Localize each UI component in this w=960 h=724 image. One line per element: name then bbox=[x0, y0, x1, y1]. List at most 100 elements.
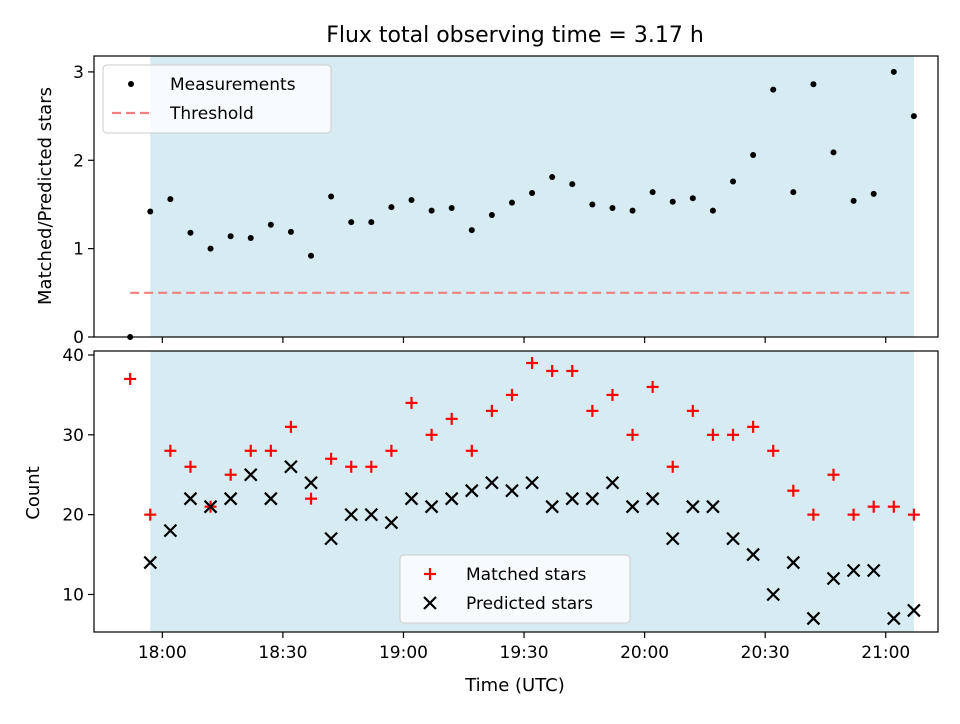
top-y-tick-label: 1 bbox=[73, 240, 84, 260]
predicted-star-point bbox=[665, 531, 680, 546]
matched-star-point bbox=[144, 508, 157, 521]
measurement-point bbox=[147, 208, 154, 215]
predicted-star-point bbox=[746, 547, 760, 562]
predicted-star-point-b bbox=[243, 467, 258, 482]
predicted-star-point-b bbox=[183, 491, 198, 506]
matched-star-point bbox=[787, 484, 800, 497]
matched-star-point bbox=[345, 460, 358, 473]
chart-title: Flux total observing time = 3.17 h bbox=[326, 23, 704, 48]
matched-star-point bbox=[365, 460, 378, 473]
matched-star-point bbox=[244, 444, 257, 457]
matched-star-point bbox=[485, 404, 498, 417]
bottom-legend-box bbox=[399, 554, 631, 624]
predicted-star-point bbox=[404, 491, 419, 506]
measurement-point bbox=[187, 229, 194, 236]
legend-measurements-label: Measurements bbox=[170, 75, 296, 95]
predicted-star-point-b bbox=[223, 491, 238, 506]
predicted-star-point bbox=[786, 555, 801, 570]
predicted-star-point-b bbox=[505, 483, 519, 498]
predicted-star-point bbox=[344, 507, 358, 522]
matched-star-point bbox=[666, 460, 679, 473]
measurement-point bbox=[508, 199, 515, 206]
bottom-y-tick-label: 30 bbox=[62, 426, 84, 446]
predicted-star-point bbox=[645, 491, 660, 506]
measurement-point bbox=[267, 221, 274, 228]
predicted-star-point-b bbox=[565, 491, 580, 506]
predicted-star-point bbox=[183, 491, 198, 506]
measurement-point bbox=[750, 151, 757, 158]
predicted-star-point-b bbox=[826, 571, 841, 586]
bottom-axes-frame bbox=[93, 350, 939, 633]
predicted-star-point-b bbox=[465, 483, 479, 498]
predicted-star-point bbox=[545, 499, 559, 514]
measurement-point bbox=[388, 204, 395, 211]
predicted-star-point bbox=[384, 515, 399, 530]
measurement-point bbox=[488, 212, 495, 219]
predicted-star-point bbox=[324, 531, 338, 546]
measurement-point bbox=[589, 201, 596, 208]
matched-star-point bbox=[586, 404, 599, 417]
measurement-point bbox=[287, 228, 294, 235]
matched-star-point bbox=[827, 468, 840, 481]
predicted-star-point-b bbox=[444, 491, 459, 506]
predicted-star-point bbox=[163, 523, 178, 538]
measurement-point bbox=[790, 189, 797, 196]
matched-star-point bbox=[425, 428, 438, 441]
predicted-star-point bbox=[686, 499, 700, 514]
top-y-tick-label: 3 bbox=[73, 63, 84, 83]
predicted-star-point bbox=[826, 571, 841, 586]
top-y-tick-label: 2 bbox=[73, 151, 84, 171]
matched-star-point bbox=[405, 396, 418, 409]
predicted-star-point-b bbox=[384, 515, 399, 530]
matched-star-point bbox=[747, 420, 760, 433]
matched-star-point bbox=[867, 500, 880, 513]
legend-predicted-label: Predicted stars bbox=[466, 594, 593, 614]
predicted-star-point-b bbox=[324, 531, 338, 546]
predicted-star-point-b bbox=[284, 459, 298, 474]
top-axes-frame bbox=[93, 55, 939, 338]
measurement-point bbox=[709, 207, 716, 214]
matched-star-point bbox=[847, 508, 860, 521]
predicted-star-point bbox=[143, 555, 158, 570]
predicted-star-point-b bbox=[404, 491, 419, 506]
measurement-point bbox=[549, 174, 556, 181]
matched-star-point bbox=[907, 508, 920, 521]
matched-star-point bbox=[325, 452, 338, 465]
predicted-star-point-b bbox=[424, 499, 439, 514]
matched-star-point bbox=[566, 364, 579, 377]
predicted-star-point-b bbox=[706, 499, 720, 514]
predicted-star-point-b bbox=[645, 491, 660, 506]
predicted-star-point bbox=[284, 459, 298, 474]
matched-star-point bbox=[727, 428, 740, 441]
predicted-star-point bbox=[444, 491, 459, 506]
matched-star-point bbox=[465, 444, 478, 457]
predicted-star-point-b bbox=[746, 547, 760, 562]
bottom-y-tick-label: 40 bbox=[62, 346, 84, 366]
predicted-star-point bbox=[706, 499, 720, 514]
measurement-point bbox=[730, 178, 737, 185]
matched-star-point bbox=[505, 388, 518, 401]
measurement-point bbox=[308, 252, 315, 259]
matched-star-point bbox=[526, 356, 539, 369]
predicted-star-point-b bbox=[887, 611, 901, 626]
predicted-star-point bbox=[465, 483, 479, 498]
predicted-star-point bbox=[424, 499, 439, 514]
predicted-star-point-b bbox=[545, 499, 559, 514]
measurement-point bbox=[629, 207, 636, 214]
matched-star-point bbox=[184, 460, 197, 473]
measurement-point bbox=[609, 204, 616, 211]
x-axis-label: Time (UTC) bbox=[464, 675, 565, 696]
predicted-star-point-b bbox=[686, 499, 700, 514]
predicted-star-point-b bbox=[846, 563, 861, 578]
bottom-y-tick-label: 20 bbox=[62, 506, 84, 526]
predicted-star-point bbox=[565, 491, 580, 506]
predicted-star-point-b bbox=[786, 555, 801, 570]
bottom-y-axis-label: Count bbox=[23, 466, 44, 519]
predicted-star-point bbox=[203, 499, 218, 514]
measurement-point bbox=[468, 227, 475, 234]
legend-measurements-marker bbox=[128, 81, 134, 87]
measurement-point bbox=[810, 81, 817, 88]
predicted-star-point-b bbox=[605, 475, 620, 490]
top-legend-box bbox=[102, 64, 332, 134]
